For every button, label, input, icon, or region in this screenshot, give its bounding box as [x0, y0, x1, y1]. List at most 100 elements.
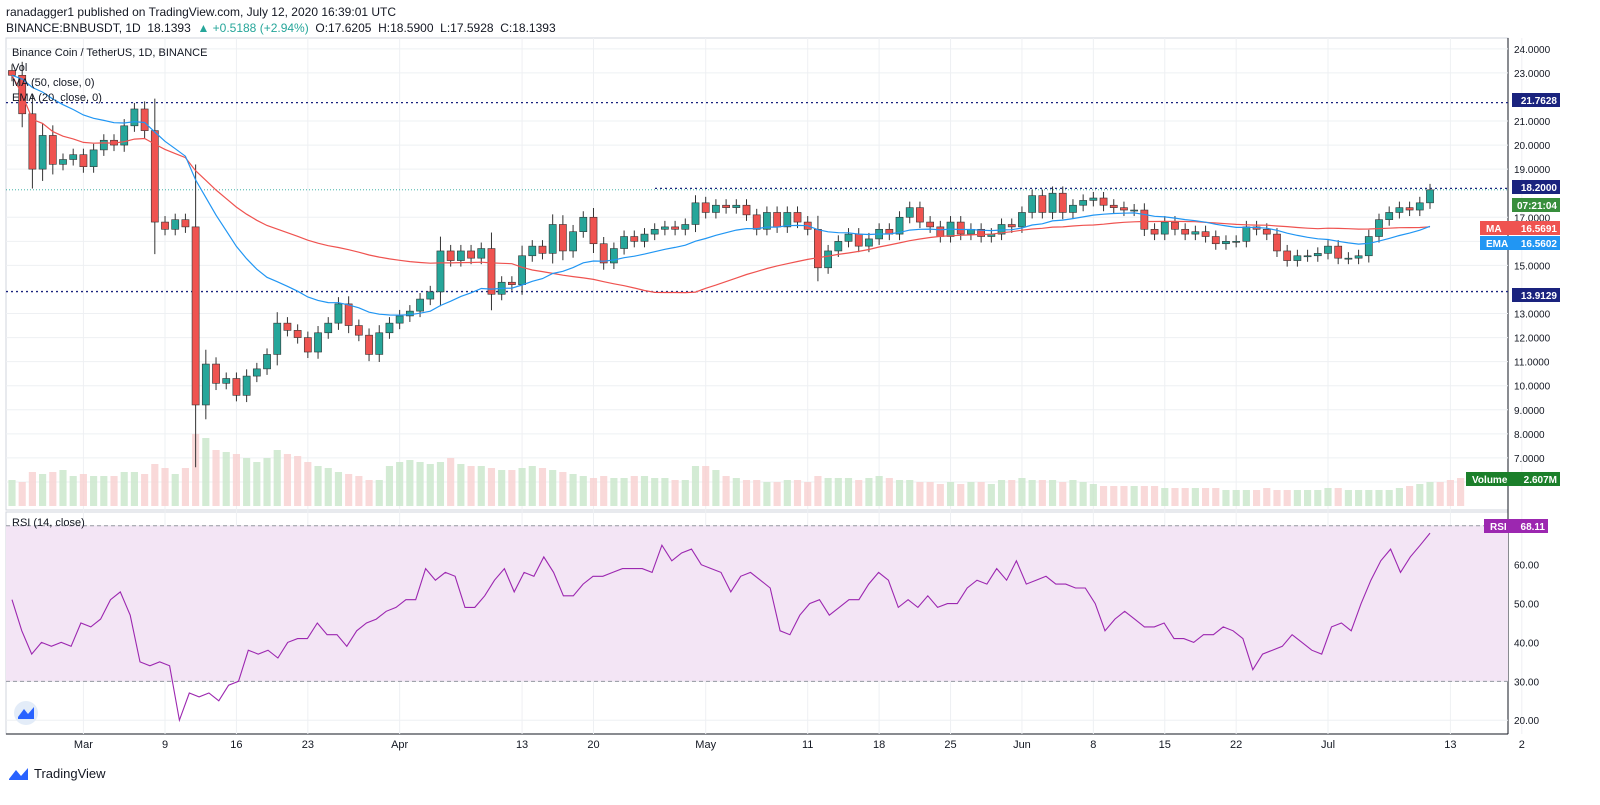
volume-bar — [39, 474, 47, 506]
price-tick-label: 13.0000 — [1514, 310, 1551, 321]
last-price: 18.1393 — [147, 21, 191, 35]
time-tick-label: 13 — [1444, 739, 1456, 751]
candle-body — [681, 224, 690, 230]
volume-bar — [936, 484, 944, 506]
candle-body — [773, 212, 781, 228]
volume-bar — [1099, 486, 1108, 506]
volume-bar — [793, 480, 802, 506]
price-change: ▲ +0.5188 (+2.94%) — [197, 21, 309, 35]
candle-body — [763, 212, 771, 230]
volume-bar — [161, 468, 169, 506]
candle-body — [579, 216, 588, 233]
candle-body — [1201, 231, 1210, 237]
candle-body — [150, 130, 159, 223]
ohlc-open: O:17.6205 — [315, 21, 372, 35]
candle-body — [1171, 221, 1179, 230]
candle-body — [905, 207, 914, 218]
volume-bar — [763, 482, 771, 506]
volume-bar — [589, 478, 598, 506]
candle-body — [79, 154, 88, 168]
time-tick-label: 20 — [587, 739, 599, 751]
candle-body — [181, 219, 190, 228]
candle-body — [569, 231, 577, 252]
candle-body — [620, 236, 628, 249]
volume-bar — [946, 482, 955, 506]
volume-bar — [447, 458, 455, 506]
footer-brand-text: TradingView — [34, 766, 106, 781]
volume-bar — [814, 476, 822, 506]
candle-body — [977, 228, 986, 237]
candle-body — [354, 325, 363, 336]
candle-body — [548, 224, 557, 254]
tradingview-badge-icon[interactable] — [14, 701, 38, 725]
volume-bar — [1334, 488, 1342, 506]
volume-bar — [1181, 488, 1189, 506]
volume-bar — [600, 476, 608, 506]
candle-body — [344, 303, 353, 326]
footer-brand[interactable]: TradingView — [8, 766, 106, 781]
volume-bar — [151, 464, 159, 506]
candle-body — [232, 378, 241, 396]
candle-body — [814, 228, 822, 269]
volume-bar — [416, 462, 424, 506]
volume-bar — [1028, 480, 1036, 506]
symbol[interactable]: BINANCE:BNBUSDT, 1D — [6, 21, 141, 35]
candle-body — [314, 332, 322, 353]
volume-bar — [49, 472, 57, 506]
volume-bar — [906, 480, 914, 506]
candle-body — [599, 243, 608, 264]
candle-body — [538, 245, 547, 254]
candle-body — [201, 363, 210, 406]
rsi-tick-label: 30.00 — [1514, 677, 1539, 688]
volume-bar — [661, 478, 669, 506]
rsi-line — [11, 532, 1431, 723]
candle-body — [69, 154, 78, 160]
volume-bar — [212, 450, 220, 506]
volume-bar — [141, 474, 149, 506]
volume-bar — [1426, 482, 1434, 506]
candle-body — [1018, 212, 1026, 228]
volume-bar — [1069, 480, 1077, 506]
candle-body — [1109, 204, 1118, 208]
volume-bar — [1232, 490, 1240, 506]
rsi-series-line — [11, 532, 1431, 723]
candle-body — [1334, 245, 1343, 259]
volume-bar — [834, 478, 842, 506]
candles — [8, 61, 1434, 468]
volume-bar — [110, 476, 118, 506]
candle-body — [854, 233, 863, 247]
volume-bar — [294, 456, 302, 506]
candle-body — [467, 250, 475, 259]
volume-bar — [314, 466, 322, 506]
volume-bar — [18, 482, 26, 506]
time-tick-label: May — [695, 739, 716, 751]
volume-bar — [987, 484, 995, 506]
volume-bar — [426, 464, 434, 506]
candle-body — [1120, 207, 1128, 211]
time-tick-label: 25 — [944, 739, 956, 751]
volume-bar — [345, 474, 353, 506]
candle-body — [1426, 189, 1434, 204]
candle-body — [528, 245, 537, 257]
volume-bars — [8, 434, 1465, 506]
volume-bar — [1436, 482, 1444, 506]
volume-bar — [844, 478, 853, 506]
volume-bar — [1406, 486, 1414, 506]
ma-tag: MA 16.5691 — [1480, 221, 1560, 235]
volume-bar — [28, 472, 36, 506]
candle-body — [456, 250, 465, 261]
candle-body — [130, 108, 139, 127]
rsi-band-fill — [6, 525, 1508, 682]
price-tick-label: 11.0000 — [1514, 358, 1550, 369]
volume-bar — [712, 470, 720, 506]
time-tick-label: 11 — [802, 739, 813, 751]
candle-body — [834, 241, 843, 252]
volume-bar — [1385, 490, 1393, 506]
volume-bar — [885, 478, 893, 506]
volume-bar — [355, 476, 363, 506]
candle-body — [701, 202, 710, 213]
candle-body — [222, 378, 231, 384]
volume-bar — [855, 480, 863, 506]
